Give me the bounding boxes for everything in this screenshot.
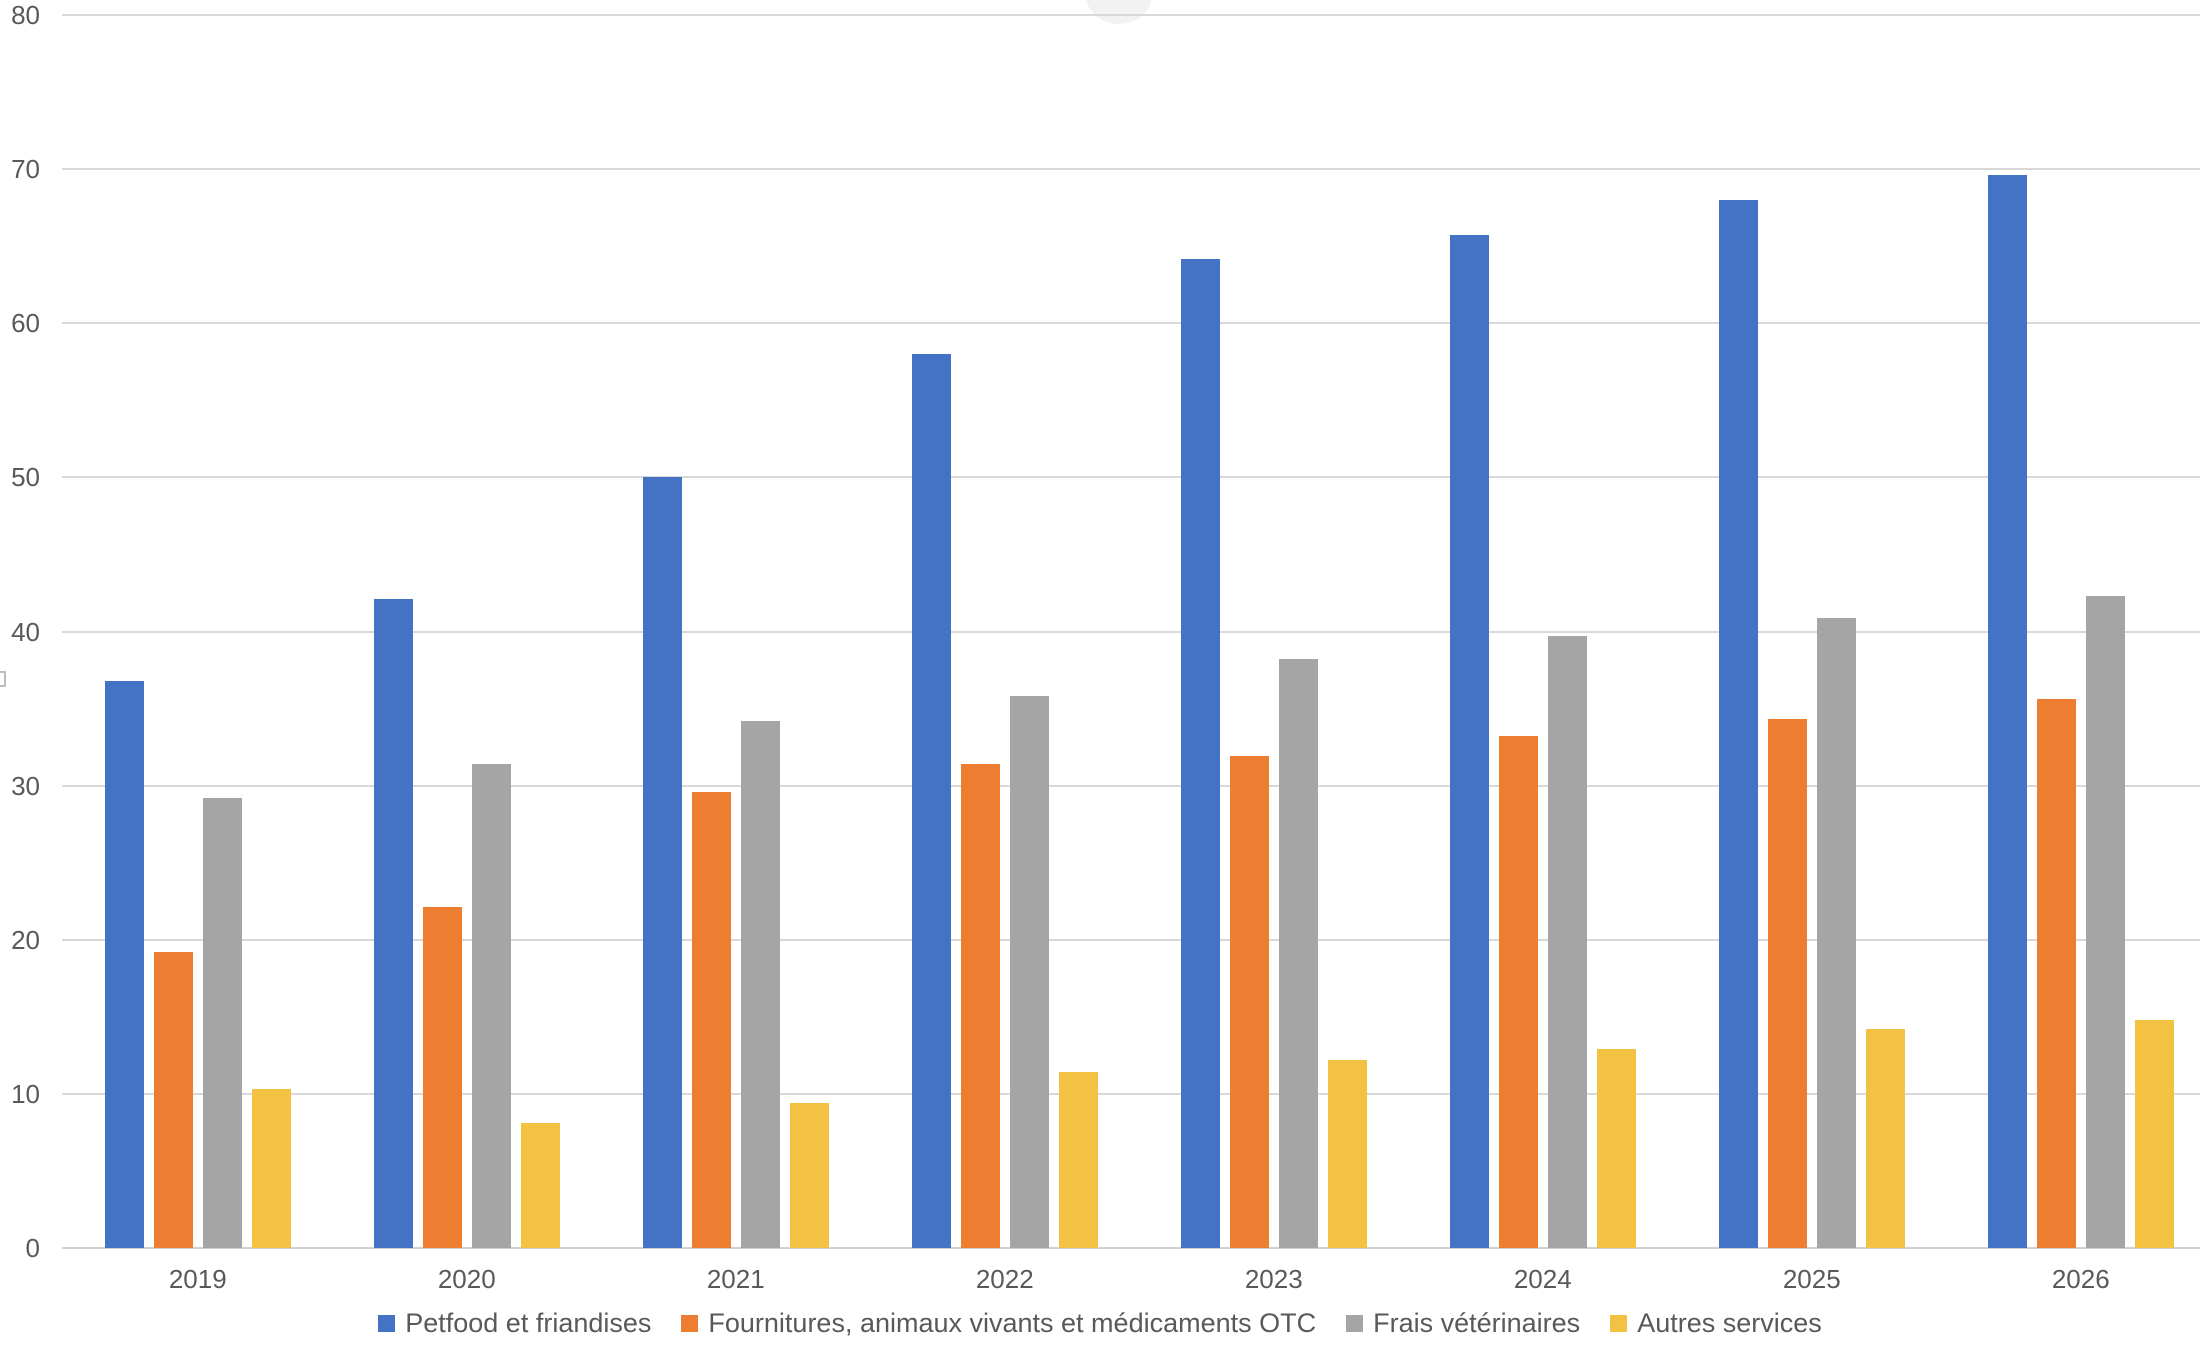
y-axis-tick-label: 30 [11, 770, 40, 801]
bar [741, 720, 780, 1248]
x-axis-tick-label: 2025 [1782, 1264, 1841, 1294]
bar [1328, 1059, 1367, 1248]
bar [1597, 1049, 1636, 1248]
bar [1768, 719, 1807, 1248]
bar [1988, 175, 2027, 1248]
bar [692, 791, 731, 1248]
gridline-60 [62, 322, 2200, 325]
legend-label: Frais vétérinaires [1373, 1308, 1581, 1338]
bar [912, 354, 951, 1248]
bar [1719, 199, 1758, 1248]
y-axis-tick-label: 40 [11, 616, 40, 647]
gridline-0 [62, 1247, 2200, 1249]
gridline-20 [62, 938, 2200, 941]
bar [1279, 659, 1318, 1248]
bar [1866, 1029, 1905, 1248]
bar [790, 1103, 829, 1248]
gridline-40 [62, 630, 2200, 633]
legend-swatch-icon [1346, 1315, 1364, 1332]
x-axis-tick-label: 2021 [706, 1264, 765, 1294]
bar [2086, 596, 2125, 1248]
x-axis-tick-label: 2024 [1513, 1264, 1572, 1294]
watermark-smudge [1086, 0, 1152, 24]
cropped-axis-title-fragment [0, 671, 6, 687]
bar [1230, 756, 1269, 1248]
x-axis-tick-label: 2019 [168, 1264, 227, 1294]
bar [1181, 258, 1220, 1248]
bar [961, 764, 1000, 1248]
gridline-50 [62, 476, 2200, 479]
y-axis-tick-label: 60 [11, 308, 40, 339]
gridline-70 [62, 168, 2200, 171]
bar [1548, 636, 1587, 1248]
gridline-30 [62, 784, 2200, 787]
chart-legend: Petfood et friandises Fournitures, animau… [0, 1308, 2200, 1339]
y-axis-tick-label: 20 [11, 924, 40, 955]
bar [643, 477, 682, 1248]
bar [154, 952, 193, 1248]
legend-label: Petfood et friandises [405, 1308, 652, 1338]
bar [374, 599, 413, 1248]
y-axis-tick-label: 0 [25, 1233, 40, 1263]
y-axis-tick-label: 70 [11, 154, 40, 185]
y-axis-tick-label: 10 [11, 1078, 40, 1109]
legend-label: Autres services [1637, 1308, 1822, 1338]
x-axis-tick-label: 2020 [437, 1264, 496, 1294]
gridline-80 [62, 14, 2200, 16]
legend-item: Petfood et friandises [378, 1308, 651, 1339]
bar [423, 907, 462, 1248]
bar [2135, 1019, 2174, 1248]
bar [1010, 696, 1049, 1248]
bar [1817, 617, 1856, 1248]
legend-swatch-icon [378, 1315, 396, 1332]
legend-item: Frais vétérinaires [1346, 1308, 1580, 1339]
bar [472, 764, 511, 1248]
legend-item: Fournitures, animaux vivants et médicame… [681, 1308, 1316, 1339]
y-axis-tick-label: 80 [11, 0, 40, 30]
legend-label: Fournitures, animaux vivants et médicame… [708, 1308, 1317, 1338]
bar [1499, 736, 1538, 1248]
x-axis-tick-label: 2026 [2051, 1264, 2110, 1294]
bar [105, 680, 144, 1248]
bar [252, 1089, 291, 1248]
legend-swatch-icon [681, 1315, 699, 1332]
bar [2037, 699, 2076, 1248]
bar [203, 797, 242, 1248]
bar [521, 1123, 560, 1248]
bar [1450, 235, 1489, 1248]
y-axis-tick-label: 50 [11, 462, 40, 493]
x-axis-tick-label: 2022 [975, 1264, 1034, 1294]
legend-swatch-icon [1610, 1315, 1628, 1332]
x-axis-tick-label: 2023 [1244, 1264, 1303, 1294]
gridline-10 [62, 1092, 2200, 1095]
legend-item: Autres services [1610, 1308, 1822, 1339]
bar [1059, 1072, 1098, 1248]
